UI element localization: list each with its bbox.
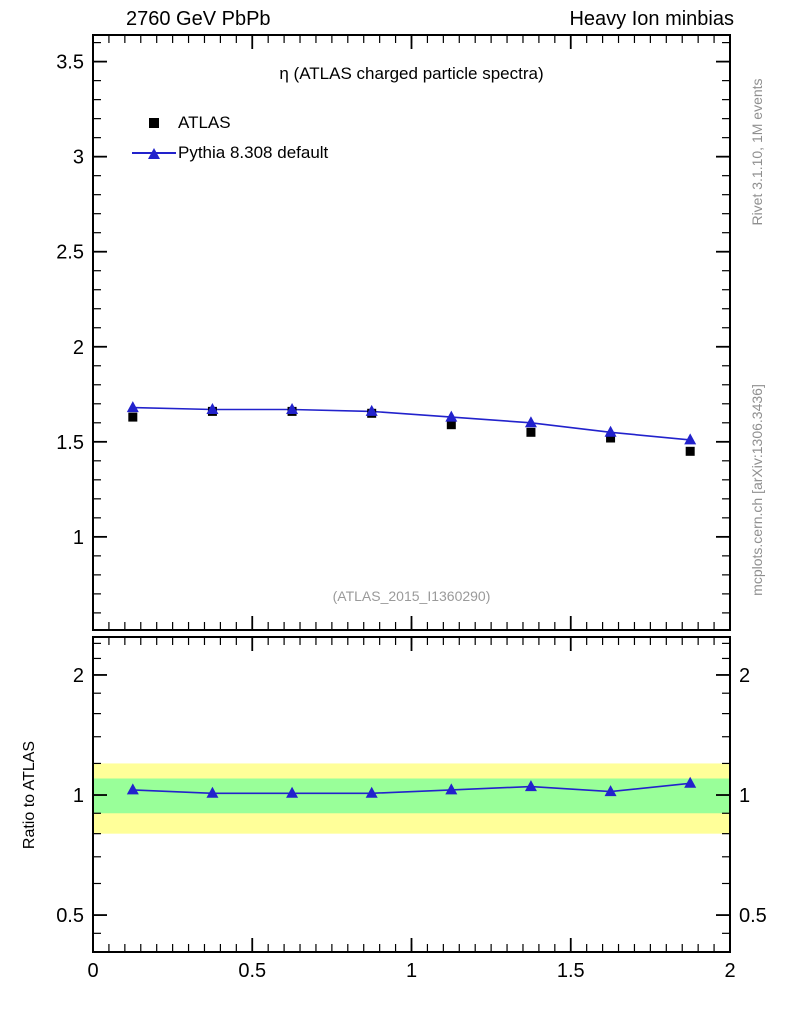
triangle-data-marker (445, 410, 458, 422)
x-tick-label: 1 (406, 960, 417, 982)
triangle-data-marker (365, 786, 378, 798)
ratio-y-tick-label-right: 1 (739, 785, 750, 807)
triangle-data-marker (524, 780, 537, 792)
triangle-data-marker (286, 402, 299, 414)
legend-item-pythia: Pythia 8.308 default (130, 138, 328, 168)
triangle-data-marker (684, 776, 697, 788)
ratio-band-inner (93, 778, 730, 814)
ratio-y-tick-label-right: 2 (739, 665, 750, 687)
main-y-tick-label: 2 (73, 337, 84, 359)
header-beam-label: 2760 GeV PbPb (126, 8, 271, 30)
triangle-line-marker-icon (130, 146, 178, 160)
x-tick-label: 2 (724, 960, 735, 982)
main-panel-frame (92, 34, 731, 631)
ratio-y-tick-label-right: 0.5 (739, 905, 767, 927)
square-data-marker (606, 433, 616, 443)
square-data-marker (526, 427, 536, 437)
x-tick-label: 0 (87, 960, 98, 982)
triangle-data-marker (206, 402, 219, 414)
main-y-tick-label: 2.5 (56, 242, 84, 264)
mc-curve (132, 406, 691, 441)
triangle-data-marker (126, 783, 139, 795)
ratio-y-axis-label: Ratio to ATLAS (21, 740, 38, 850)
main-y-tick-label: 1 (73, 527, 84, 549)
main-y-tick-label: 3.5 (56, 52, 84, 74)
rivet-version-label: Rivet 3.1.10, 1M events (749, 78, 765, 226)
legend-label-atlas: ATLAS (178, 113, 231, 132)
ratio-panel-frame (92, 636, 731, 953)
ratio-curve (132, 782, 691, 795)
ratio-y-tick-label: 1 (73, 785, 84, 807)
triangle-data-marker (604, 425, 617, 437)
main-y-tick-label: 1.5 (56, 432, 84, 454)
x-tick-label: 1.5 (557, 960, 585, 982)
square-data-marker (128, 412, 138, 422)
plot-title: η (ATLAS charged particle spectra) (279, 64, 544, 83)
ratio-y-tick-label: 2 (73, 665, 84, 687)
triangle-data-marker (684, 433, 697, 445)
triangle-data-marker (445, 783, 458, 795)
ratio-y-tick-label: 0.5 (56, 905, 84, 927)
main-y-tick-label: 3 (73, 147, 84, 169)
triangle-data-marker (365, 404, 378, 416)
legend-item-atlas: ATLAS (130, 108, 328, 138)
legend: ATLAS Pythia 8.308 default (130, 108, 328, 168)
square-data-marker (685, 446, 695, 456)
triangle-data-marker (604, 785, 617, 797)
triangle-data-marker (524, 416, 537, 428)
mcplots-credit-label: mcplots.cern.ch [arXiv:1306.3436] (749, 384, 765, 596)
triangle-data-marker (206, 786, 219, 798)
triangle-data-marker (126, 401, 139, 413)
legend-label-pythia: Pythia 8.308 default (178, 143, 329, 162)
triangle-data-marker (286, 786, 299, 798)
analysis-watermark: (ATLAS_2015_I1360290) (332, 588, 491, 604)
square-marker-icon (130, 116, 178, 130)
header-process-label: Heavy Ion minbias (569, 8, 734, 30)
square-data-marker (446, 420, 456, 430)
x-tick-label: 0.5 (238, 960, 266, 982)
